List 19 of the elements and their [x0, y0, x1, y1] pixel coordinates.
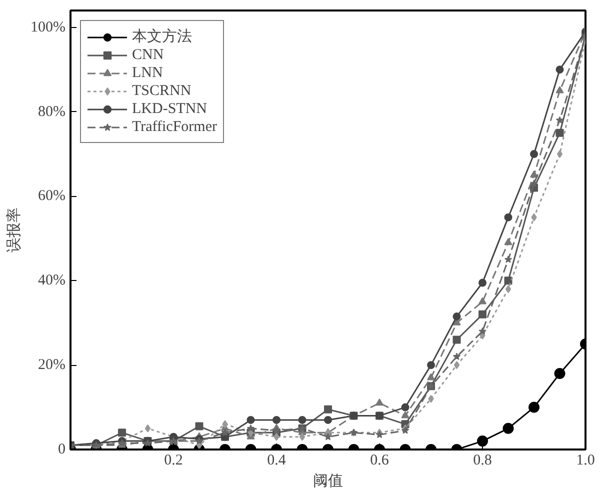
- legend-label: TrafficFormer: [132, 118, 217, 136]
- x-tick-label: 1.0: [576, 452, 595, 468]
- legend-label: LKD-STNN: [132, 100, 207, 118]
- x-tick-label: 0.2: [164, 452, 183, 468]
- y-tick-label: 60%: [38, 188, 66, 204]
- legend-label: 本文方法: [132, 27, 192, 46]
- y-tick-label: 20%: [38, 357, 66, 374]
- y-tick-label: 0: [58, 442, 66, 458]
- legend-label: CNN: [132, 46, 164, 64]
- y-tick-label: 100%: [30, 19, 66, 36]
- x-tick-label: 0.6: [370, 452, 390, 468]
- x-tick-label: 0.4: [267, 452, 286, 468]
- x-axis-title: 阈值: [313, 472, 343, 490]
- legend-label: TSCRNN: [132, 82, 192, 100]
- legend-label: LNN: [132, 64, 163, 82]
- y-tick-label: 80%: [38, 104, 66, 120]
- y-axis-title: 误报率: [6, 208, 23, 252]
- y-tick-label: 40%: [38, 272, 66, 289]
- x-tick-label: 0.8: [473, 452, 492, 468]
